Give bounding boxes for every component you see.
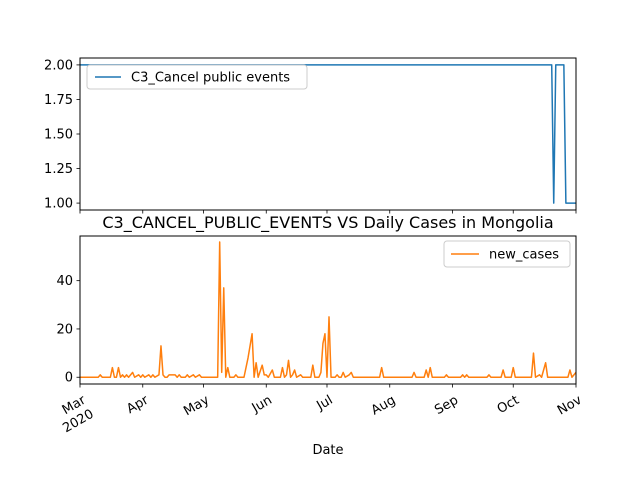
top-legend-label: C3_Cancel public events [131, 71, 290, 86]
top-legend: C3_Cancel public events [86, 64, 308, 90]
bottom-series-line-0 [80, 241, 577, 378]
top-legend-box [86, 64, 308, 90]
bottom-y-tick-label: 0 [65, 371, 73, 386]
bottom-legend-box [443, 240, 571, 268]
bottom-legend: new_cases [443, 240, 571, 268]
bottom-axes-frame [79, 235, 577, 385]
bottom-y-ticks: 0 20 40 [56, 274, 80, 386]
x-tick-label: Jul [314, 393, 336, 414]
top-axes-frame [79, 57, 577, 211]
top-y-tick-label: 1.25 [44, 162, 73, 177]
x-tick-label-group: Jul [314, 393, 336, 414]
top-y-tick-label: 1.50 [44, 128, 73, 143]
bottom-legend-label: new_cases [489, 248, 559, 263]
bottom-series-lines [80, 241, 577, 378]
top-x-ticks [79, 210, 577, 214]
top-y-tick-label: 2.00 [44, 58, 73, 73]
top-axes: 1.00 1.25 1.50 1.75 2.00 C3_Cancel public ev… [44, 57, 577, 214]
chart-title: C3_CANCEL_PUBLIC_EVENTS VS Daily Cases i… [102, 213, 553, 233]
top-series-line-0 [80, 64, 576, 204]
top-series-lines [80, 64, 576, 204]
top-y-tick-label: 1.00 [44, 197, 73, 212]
bottom-y-tick-label: 40 [56, 274, 73, 289]
top-y-tick-label: 1.75 [44, 93, 73, 108]
top-y-ticks: 1.00 1.25 1.50 1.75 2.00 [44, 58, 80, 212]
bottom-y-tick-label: 20 [56, 322, 73, 337]
x-axis-label: Date [312, 443, 343, 458]
